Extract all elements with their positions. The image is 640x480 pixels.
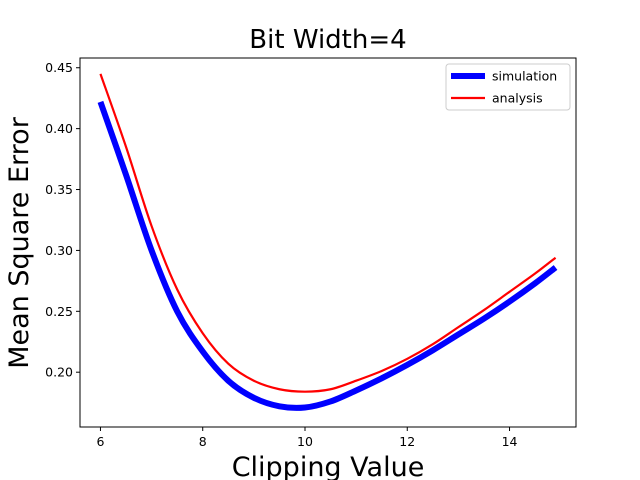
x-tick-label: 8 bbox=[199, 434, 207, 449]
series-line-simulation bbox=[97, 100, 558, 411]
x-tick-label: 6 bbox=[96, 434, 104, 449]
y-axis-ticks: 0.20 0.25 0.30 0.35 0.40 0.45 bbox=[45, 60, 80, 380]
series-layer bbox=[97, 73, 558, 411]
y-tick-label: 0.40 bbox=[45, 121, 73, 136]
chart-title: Bit Width=4 bbox=[249, 25, 406, 55]
y-axis-label: Mean Square Error bbox=[4, 116, 35, 368]
y-tick-label: 0.35 bbox=[45, 182, 73, 197]
legend: simulation analysis bbox=[445, 63, 571, 111]
x-tick-label: 12 bbox=[399, 434, 415, 449]
legend-label-simulation: simulation bbox=[492, 69, 557, 84]
plot-frame bbox=[79, 57, 577, 428]
x-tick-label: 14 bbox=[502, 434, 518, 449]
legend-label-analysis: analysis bbox=[492, 91, 543, 106]
y-tick-label: 0.45 bbox=[45, 60, 73, 75]
x-axis-ticks: 6 8 10 12 14 bbox=[96, 427, 518, 449]
series-line-analysis bbox=[99, 73, 557, 393]
y-tick-label: 0.30 bbox=[45, 243, 73, 258]
x-axis-label: Clipping Value bbox=[232, 452, 425, 480]
x-tick-label: 10 bbox=[297, 434, 313, 449]
y-tick-label: 0.25 bbox=[45, 304, 73, 319]
y-tick-label: 0.20 bbox=[45, 365, 73, 380]
